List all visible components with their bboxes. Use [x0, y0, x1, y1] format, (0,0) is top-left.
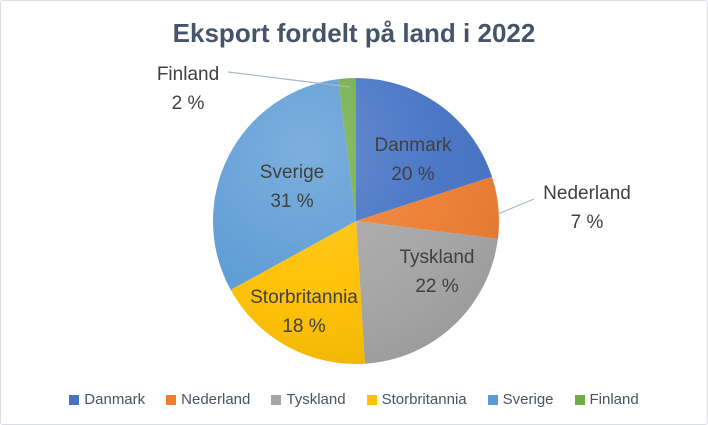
- legend-swatch-finland: [574, 394, 585, 405]
- legend-label: Sverige: [502, 391, 554, 408]
- legend-item-storbritannia[interactable]: Storbritannia: [366, 391, 467, 408]
- slice-label-percent: 31 %: [270, 191, 313, 212]
- legend-item-nederland[interactable]: Nederland: [166, 391, 250, 408]
- slice-label-finland: Finland 2 %: [157, 64, 219, 114]
- legend-label: Tyskland: [286, 391, 346, 408]
- legend-swatch-nederland: [166, 394, 177, 405]
- legend-label: Storbritannia: [381, 391, 467, 408]
- slice-label-storbritannia: Storbritannia 18 %: [250, 287, 358, 337]
- legend-item-tyskland[interactable]: Tyskland: [271, 391, 346, 408]
- slice-label-tyskland: Tyskland 22 %: [400, 247, 475, 297]
- chart-legend: Danmark Nederland Tyskland Storbritannia Sve…: [1, 391, 707, 408]
- legend-swatch-storbritannia: [366, 394, 377, 405]
- legend-item-sverige[interactable]: Sverige: [487, 391, 554, 408]
- legend-item-finland[interactable]: Finland: [574, 391, 639, 408]
- slice-labels-group: Danmark 20 % Nederland 7 % Tyskland 22 % Storb…: [157, 64, 631, 337]
- slice-label-name: Nederland: [543, 183, 631, 204]
- legend-label: Nederland: [181, 391, 251, 408]
- legend-swatch-tyskland: [271, 394, 282, 405]
- slice-label-percent: 18 %: [282, 316, 325, 337]
- slice-label-sverige: Sverige 31 %: [260, 162, 324, 212]
- legend-label: Finland: [589, 391, 639, 408]
- chart-title: Eksport fordelt på land i 2022: [172, 18, 536, 48]
- slice-label-percent: 7 %: [571, 212, 604, 233]
- slice-label-nederland: Nederland 7 %: [543, 183, 631, 233]
- legend-swatch-sverige: [487, 394, 498, 405]
- legend-label: Danmark: [84, 391, 146, 408]
- slice-label-name: Storbritannia: [250, 287, 358, 308]
- leader-lines-group: [227, 71, 535, 215]
- slice-label-danmark: Danmark 20 %: [374, 135, 452, 185]
- pie-slices-group: [213, 78, 499, 365]
- slice-label-percent: 22 %: [415, 276, 458, 297]
- slice-label-percent: 20 %: [391, 164, 434, 185]
- slice-label-name: Sverige: [260, 162, 324, 183]
- slice-label-name: Danmark: [374, 135, 452, 156]
- legend-item-danmark[interactable]: Danmark: [69, 391, 145, 408]
- leader-line-finland: [227, 71, 351, 88]
- legend-swatch-danmark: [69, 394, 80, 405]
- slice-label-percent: 2 %: [172, 93, 205, 114]
- slice-label-name: Tyskland: [400, 247, 475, 268]
- slice-label-name: Finland: [157, 64, 219, 85]
- leader-line-nederland: [497, 198, 535, 215]
